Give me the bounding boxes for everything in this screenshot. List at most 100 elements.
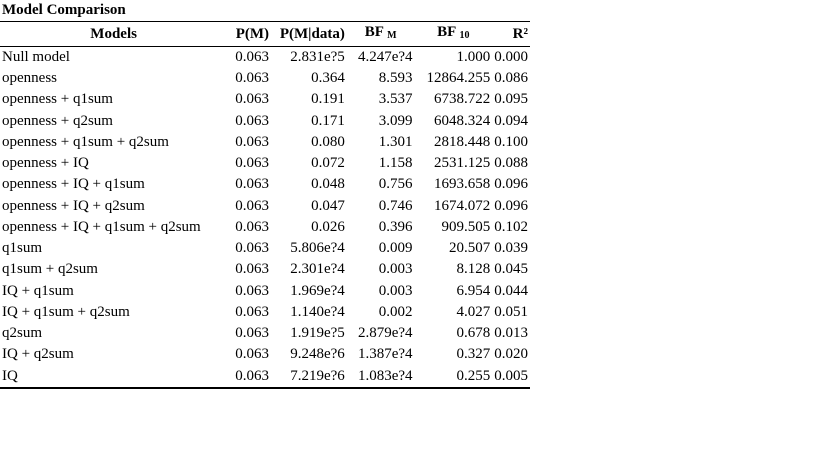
- table-row: openness + IQ 0.063 0.072 1.158 2531.125 0.08…: [0, 153, 530, 174]
- cell-pm-data: 1.969e?4: [290, 282, 345, 299]
- cell-bf-10: 4.027: [456, 303, 491, 320]
- table-row: q1sum 0.063 5.806e?4 0.009 20.507 0.039: [0, 238, 530, 259]
- cell-r2: 0.045: [494, 261, 528, 278]
- cell-model: openness + q1sum + q2sum: [2, 133, 169, 150]
- cell-pm: 0.063: [235, 49, 270, 65]
- table-header: Models P(M) P(M|data) BF M BF 10 R²: [0, 21, 530, 47]
- table-row: openness + q1sum + q2sum 0.063 0.080 1.301 2…: [0, 132, 530, 153]
- cell-pm: 0.063: [235, 261, 270, 278]
- cell-r2: 0.102: [494, 218, 528, 235]
- cell-r2: 0.020: [494, 346, 528, 363]
- table-row: openness 0.063 0.364 8.593 12864.255 0.086: [0, 68, 530, 89]
- header-bf-10-label: BF: [437, 24, 456, 40]
- cell-pm-data: 0.080: [311, 133, 345, 150]
- cell-r2: 0.013: [494, 325, 528, 342]
- cell-pm: 0.063: [227, 365, 272, 389]
- cell-bf-m: 8.593: [378, 70, 413, 87]
- cell-bf-10: 1.000: [456, 49, 491, 65]
- cell-bf-10: 6738.722: [433, 91, 491, 108]
- cell-r2: 0.095: [494, 91, 528, 108]
- table-row: q1sum + q2sum 0.063 2.301e?4 0.003 8.128 0.04…: [0, 259, 530, 280]
- cell-bf-10: 0.255: [414, 365, 493, 389]
- cell-pm-data: 0.171: [311, 112, 345, 129]
- cell-bf-10: 0.327: [456, 346, 491, 363]
- table-row: openness + q2sum 0.063 0.171 3.099 6048.324 0…: [0, 111, 530, 132]
- cell-model: q2sum: [2, 325, 43, 342]
- cell-bf-m: 0.396: [378, 218, 413, 235]
- cell-pm-data: 0.072: [311, 155, 345, 172]
- table-row: Null model 0.063 2.831e?5 4.247e?4 1.000 0.00…: [0, 47, 530, 69]
- cell-bf-m: 3.099: [378, 112, 413, 129]
- table-row: q2sum 0.063 1.919e?5 2.879e?4 0.678 0.013: [0, 323, 530, 344]
- table-row: openness + IQ + q1sum + q2sum 0.063 0.026 0…: [0, 217, 530, 238]
- cell-bf-m: 0.002: [378, 303, 413, 320]
- cell-pm: 0.063: [235, 112, 270, 129]
- table-row: IQ 0.063 7.219e?6 1.083e?4 0.255 0.005: [0, 365, 530, 389]
- cell-pm: 0.063: [235, 70, 270, 87]
- header-models: Models: [0, 21, 228, 47]
- cell-model: openness + q2sum: [2, 112, 113, 129]
- cell-bf-m: 0.746: [378, 197, 413, 214]
- cell-bf-10: 20.507: [448, 240, 491, 257]
- cell-pm-data: 7.219e?6: [271, 365, 347, 389]
- cell-model: openness + IQ: [2, 155, 89, 172]
- cell-pm-data: 0.047: [311, 197, 345, 214]
- table-body: Null model 0.063 2.831e?5 4.247e?4 1.000 0.00…: [0, 47, 530, 389]
- header-row: Models P(M) P(M|data) BF M BF 10 R²: [0, 21, 530, 47]
- cell-model: openness + IQ + q1sum + q2sum: [2, 218, 201, 235]
- table-row: IQ + q1sum 0.063 1.969e?4 0.003 6.954 0.044: [0, 281, 530, 302]
- cell-model: IQ + q1sum: [2, 282, 74, 299]
- header-r2: R²: [492, 21, 530, 47]
- cell-bf-10: 1674.072: [433, 197, 491, 214]
- cell-r2: 0.051: [494, 303, 528, 320]
- header-bf-m-label: BF: [364, 24, 384, 40]
- cell-r2: 0.088: [494, 155, 528, 172]
- cell-bf-m: 1.083e?4: [346, 365, 415, 389]
- cell-r2: 0.044: [494, 282, 528, 299]
- cell-bf-10: 0.678: [456, 325, 491, 342]
- cell-model: IQ + q1sum + q2sum: [2, 303, 130, 320]
- header-bf-10: BF 10: [414, 21, 493, 47]
- model-comparison-table: Models P(M) P(M|data) BF M BF 10 R² Null…: [0, 21, 530, 389]
- cell-bf-m: 0.756: [378, 176, 413, 193]
- cell-bf-10: 2818.448: [433, 133, 491, 150]
- table-row: openness + IQ + q2sum 0.063 0.047 0.746 1674…: [0, 196, 530, 217]
- cell-model: openness: [2, 70, 57, 87]
- cell-bf-m: 1.158: [378, 155, 413, 172]
- cell-pm-data: 0.026: [311, 218, 345, 235]
- cell-pm-data: 2.831e?5: [290, 49, 345, 65]
- cell-pm-data: 1.140e?4: [290, 303, 345, 320]
- cell-model: openness + IQ + q1sum: [2, 176, 145, 193]
- table-row: IQ + q1sum + q2sum 0.063 1.140e?4 0.002 4.02…: [0, 302, 530, 323]
- header-pm: P(M): [227, 21, 272, 47]
- header-pm-data: P(M|data): [271, 21, 347, 47]
- cell-pm-data: 1.919e?5: [290, 325, 345, 342]
- cell-bf-10: 909.505: [441, 218, 491, 235]
- cell-r2: 0.039: [494, 240, 528, 257]
- cell-pm: 0.063: [235, 176, 270, 193]
- cell-r2: 0.005: [492, 365, 530, 389]
- cell-pm-data: 2.301e?4: [290, 261, 345, 278]
- cell-pm-data: 9.248e?6: [290, 346, 345, 363]
- cell-model: openness + q1sum: [2, 91, 113, 108]
- cell-bf-m: 0.003: [378, 282, 413, 299]
- cell-pm: 0.063: [235, 346, 270, 363]
- cell-pm-data: 5.806e?4: [290, 240, 345, 257]
- cell-pm-data: 0.048: [311, 176, 345, 193]
- cell-bf-m: 0.009: [378, 240, 413, 257]
- cell-r2: 0.094: [494, 112, 528, 129]
- cell-bf-m: 4.247e?4: [357, 49, 413, 65]
- cell-model: q1sum + q2sum: [2, 261, 98, 278]
- cell-pm: 0.063: [235, 197, 270, 214]
- cell-r2: 0.100: [494, 133, 528, 150]
- cell-pm: 0.063: [235, 303, 270, 320]
- table-row: openness + q1sum 0.063 0.191 3.537 6738.722 0…: [0, 89, 530, 110]
- cell-pm-data: 0.364: [311, 70, 345, 87]
- cell-model: IQ + q2sum: [2, 346, 74, 363]
- table-title: Model Comparison: [2, 2, 126, 18]
- cell-pm: 0.063: [235, 91, 270, 108]
- cell-model: IQ: [0, 365, 228, 389]
- header-bf-m: BF M: [346, 21, 415, 47]
- cell-bf-10: 12864.255: [426, 70, 491, 87]
- cell-model: q1sum: [2, 240, 43, 257]
